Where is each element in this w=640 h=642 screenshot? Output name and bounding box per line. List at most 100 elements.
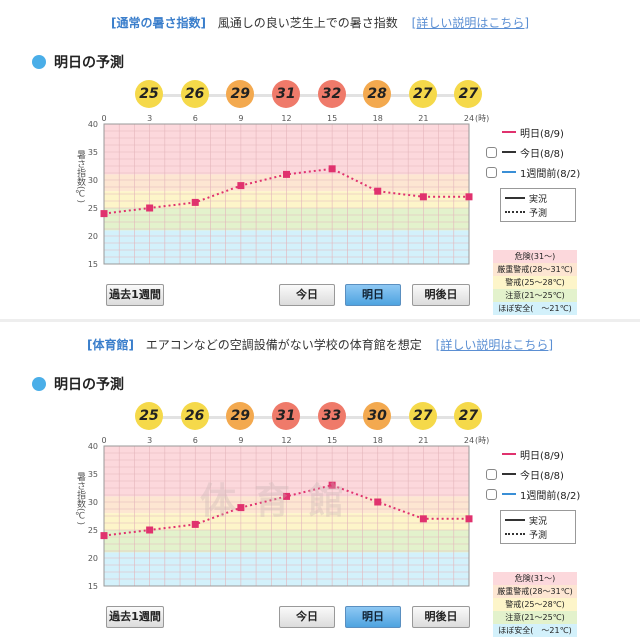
data-point xyxy=(237,504,245,512)
forecast-badge: 26 xyxy=(180,80,209,108)
data-point xyxy=(100,532,108,540)
badge-track xyxy=(150,94,468,97)
today-button[interactable]: 今日 xyxy=(279,284,335,306)
forecast-badge: 27 xyxy=(408,80,437,108)
level-danger: 危険(31～) xyxy=(493,250,577,263)
data-point xyxy=(100,210,108,218)
x-tick-label: 12 xyxy=(281,114,291,123)
risk-level-legend: 危険(31～) 厳重警戒(28～31℃) 警戒(25～28℃) 注意(21～25… xyxy=(493,250,577,315)
x-tick-label: 9 xyxy=(238,114,243,123)
solid-line-icon xyxy=(505,197,525,199)
forecast-badge: 25 xyxy=(135,402,163,430)
forecast-badges: 25 26 29 31 33 30 27 27 xyxy=(0,402,640,432)
line-style-key: 実況 予測 xyxy=(500,188,576,222)
data-point xyxy=(146,526,154,534)
level-warning: 警戒(25～28℃) xyxy=(493,598,577,611)
legend-line-weekago xyxy=(502,493,516,495)
y-tick-label: 25 xyxy=(88,204,98,213)
x-tick-label: 3 xyxy=(147,436,152,445)
data-point xyxy=(465,515,473,523)
day-after-button[interactable]: 明後日 xyxy=(412,284,470,306)
data-point xyxy=(191,520,199,528)
forecast-badges: 25 26 29 31 32 28 27 27 xyxy=(0,80,640,110)
legend-weekago-label: 1週間前(8/2) xyxy=(520,490,581,502)
legend-tomorrow-label: 明日(8/9) xyxy=(520,128,564,140)
section-title: 明日の予測 xyxy=(32,374,124,394)
forecast-badge: 33 xyxy=(317,402,346,430)
chart-legend: 明日(8/9) 今日(8/8) 1週間前(8/2) xyxy=(486,122,636,182)
dotted-line-icon xyxy=(505,533,525,535)
data-point xyxy=(419,193,427,201)
past-week-button[interactable]: 過去1週間 xyxy=(106,284,164,306)
today-button[interactable]: 今日 xyxy=(279,606,335,628)
forecast-chart: 15 20 25 30 35 400 3 6 9 12 15 18 21 24 (時) 暑さ指数(℃) xyxy=(75,114,489,269)
legend-today[interactable]: 今日(8/8) xyxy=(486,464,636,484)
y-axis-label: 暑さ指数(℃) xyxy=(75,150,86,203)
legend-today[interactable]: 今日(8/8) xyxy=(486,142,636,162)
y-tick-label: 35 xyxy=(88,470,98,479)
legend-line-today xyxy=(502,151,516,153)
y-tick-label: 40 xyxy=(88,442,98,451)
data-point xyxy=(374,187,382,195)
level-caution: 注意(21～25℃) xyxy=(493,289,577,302)
bullet-icon xyxy=(32,377,46,391)
data-point xyxy=(328,481,336,489)
forecast-badge: 27 xyxy=(454,402,483,430)
legend-tomorrow: 明日(8/9) xyxy=(486,444,636,464)
y-tick-label: 15 xyxy=(88,582,98,591)
legend-tomorrow: 明日(8/9) xyxy=(486,122,636,142)
x-tick-label: 21 xyxy=(418,114,428,123)
forecast-badge: 32 xyxy=(317,80,346,108)
past-week-button[interactable]: 過去1週間 xyxy=(106,606,164,628)
x-tick-label: 18 xyxy=(373,114,383,123)
data-point xyxy=(283,492,290,500)
legend-line-tomorrow xyxy=(502,453,516,455)
weekago-checkbox[interactable] xyxy=(486,488,497,500)
legend-line-weekago xyxy=(502,171,516,173)
legend-weekago[interactable]: 1週間前(8/2) xyxy=(486,484,636,504)
key-actual: 実況 xyxy=(529,516,548,527)
x-tick-label: 0 xyxy=(101,436,106,445)
panel-header: [体育館] エアコンなどの空調設備がない学校の体育館を想定 [詳しい説明はこちら… xyxy=(0,336,640,353)
level-almost-safe: ほぼ安全( ～21℃) xyxy=(493,624,577,637)
level-severe-warning: 厳重警戒(28～31℃) xyxy=(493,263,577,276)
tomorrow-button[interactable]: 明日 xyxy=(345,606,401,628)
index-type-tag: [体育館] xyxy=(86,338,134,352)
forecast-badge: 29 xyxy=(226,402,255,430)
solid-line-icon xyxy=(505,519,525,521)
today-checkbox[interactable] xyxy=(486,468,497,480)
key-forecast: 予測 xyxy=(529,530,548,541)
forecast-badge: 27 xyxy=(408,402,437,430)
forecast-badge: 30 xyxy=(363,402,392,430)
key-forecast: 予測 xyxy=(529,208,548,219)
data-point xyxy=(237,182,245,190)
panel-divider xyxy=(0,319,640,322)
section-title-text: 明日の予測 xyxy=(54,377,124,393)
wbgt-panel-standard: [通常の暑さ指数] 風通しの良い芝生上での暑さ指数 [詳しい説明はこちら] 明日… xyxy=(0,0,640,320)
dotted-line-icon xyxy=(505,211,525,213)
forecast-badge: 25 xyxy=(135,80,163,108)
y-tick-label: 25 xyxy=(88,526,98,535)
y-tick-label: 20 xyxy=(88,232,98,241)
x-tick-label: 3 xyxy=(147,114,152,123)
section-title-text: 明日の予測 xyxy=(54,55,124,71)
legend-weekago[interactable]: 1週間前(8/2) xyxy=(486,162,636,182)
x-tick-label: 24 xyxy=(464,114,474,123)
chart-legend: 明日(8/9) 今日(8/8) 1週間前(8/2) xyxy=(486,444,636,504)
x-tick-label: 9 xyxy=(238,436,243,445)
details-link[interactable]: [詳しい説明はこちら] xyxy=(435,338,554,352)
forecast-badge: 26 xyxy=(180,402,209,430)
today-checkbox[interactable] xyxy=(486,146,497,158)
x-tick-label: 18 xyxy=(373,436,383,445)
forecast-chart: 15 20 25 30 35 400 3 6 9 12 15 18 21 24 (時) 暑さ指数(℃) xyxy=(75,436,489,591)
data-point xyxy=(328,165,336,173)
y-axis-label: 暑さ指数(℃) xyxy=(75,472,86,525)
details-link[interactable]: [詳しい説明はこちら] xyxy=(411,16,530,30)
x-unit-label: (時) xyxy=(475,436,489,445)
x-tick-label: 12 xyxy=(281,436,291,445)
day-after-button[interactable]: 明後日 xyxy=(412,606,470,628)
risk-level-legend: 危険(31～) 厳重警戒(28～31℃) 警戒(25～28℃) 注意(21～25… xyxy=(493,572,577,637)
tomorrow-button[interactable]: 明日 xyxy=(345,284,401,306)
y-tick-label: 20 xyxy=(88,554,98,563)
weekago-checkbox[interactable] xyxy=(486,166,497,178)
